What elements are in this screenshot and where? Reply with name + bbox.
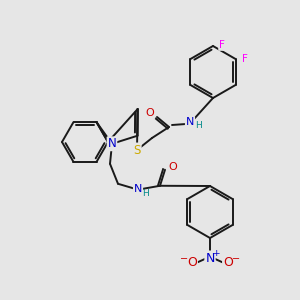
- Text: +: +: [212, 248, 220, 257]
- Text: N: N: [205, 251, 215, 265]
- Text: F: F: [219, 40, 225, 50]
- Text: −: −: [180, 254, 188, 264]
- Text: N: N: [134, 184, 142, 194]
- Text: O: O: [223, 256, 233, 269]
- Text: H: H: [195, 122, 202, 130]
- Text: O: O: [146, 108, 154, 118]
- Text: F: F: [242, 54, 248, 64]
- Text: N: N: [186, 117, 194, 127]
- Text: O: O: [187, 256, 197, 269]
- Text: H: H: [142, 189, 149, 198]
- Text: −: −: [232, 254, 240, 264]
- Text: S: S: [133, 143, 141, 157]
- Text: O: O: [169, 162, 177, 172]
- Text: N: N: [108, 137, 116, 150]
